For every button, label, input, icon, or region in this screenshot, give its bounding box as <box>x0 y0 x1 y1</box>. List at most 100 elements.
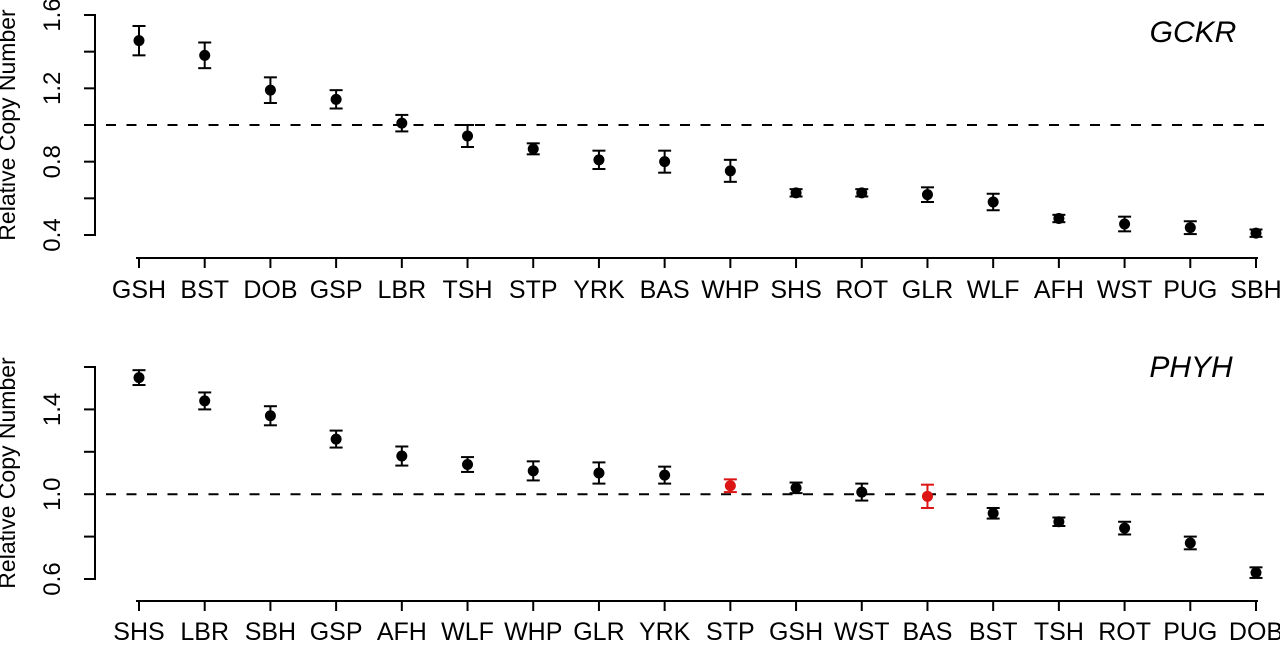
data-point-gsp <box>330 433 342 445</box>
y-tick-label: 0.4 <box>39 218 66 251</box>
data-point-group-rot <box>855 187 869 199</box>
x-tick-label-yrk: YRK <box>639 618 691 646</box>
x-tick-label-tsh: TSH <box>443 276 493 304</box>
x-tick-label-wst: WST <box>834 618 890 646</box>
data-point-stp <box>724 480 736 492</box>
panel-title-phyh: PHYH <box>1149 351 1233 384</box>
data-point-group-lbr <box>198 391 212 411</box>
y-tick-label: 1.2 <box>39 72 66 105</box>
x-tick-label-bst: BST <box>180 276 229 304</box>
x-tick-label-bas: BAS <box>902 618 952 646</box>
y-axis-title: Relative Copy Number <box>0 357 20 589</box>
data-point-group-wlf <box>986 192 1000 212</box>
x-tick-label-gsp: GSP <box>310 618 363 646</box>
x-tick-label-sbh: SBH <box>1230 276 1280 304</box>
data-point-group-sbh <box>1249 227 1263 239</box>
data-point-pug <box>1184 537 1196 549</box>
data-point-group-pug <box>1183 535 1197 551</box>
data-point-glr <box>593 467 605 479</box>
panel-title-gckr: GCKR <box>1150 16 1237 49</box>
data-point-wst <box>1119 218 1131 230</box>
data-point-bas <box>659 156 671 168</box>
data-point-stp <box>527 143 539 155</box>
data-point-group-glr <box>592 461 606 485</box>
y-axis-title: Relative Copy Number <box>0 9 20 241</box>
data-point-afh <box>1053 213 1065 224</box>
data-point-group-afh <box>1052 213 1066 224</box>
data-point-group-dob <box>263 76 277 104</box>
data-point-bst <box>199 49 211 61</box>
x-tick-label-pug: PUG <box>1163 618 1217 646</box>
data-point-group-afh <box>395 445 409 467</box>
data-point-bas <box>921 490 933 502</box>
x-tick-label-wlf: WLF <box>967 276 1020 304</box>
data-point-sbh <box>1250 227 1262 239</box>
data-point-dob <box>1250 567 1262 579</box>
x-tick-label-stp: STP <box>509 276 558 304</box>
data-point-wlf <box>462 459 474 471</box>
data-point-tsh <box>462 130 474 142</box>
data-point-group-tsh <box>1052 516 1066 528</box>
data-point-lbr <box>199 395 211 407</box>
data-point-rot <box>1119 522 1131 534</box>
x-tick-label-gsh: GSH <box>769 618 823 646</box>
data-point-group-bas <box>658 149 672 174</box>
data-point-wlf <box>987 196 999 208</box>
x-tick-label-lbr: LBR <box>180 618 229 646</box>
data-point-group-shs <box>789 187 803 199</box>
data-point-bst <box>987 507 999 519</box>
x-tick-label-lbr: LBR <box>378 276 427 304</box>
data-point-dob <box>264 84 276 96</box>
data-point-glr <box>921 189 933 201</box>
x-tick-label-tsh: TSH <box>1034 618 1084 646</box>
data-point-group-gsp <box>329 89 343 110</box>
data-point-group-stp <box>723 478 737 494</box>
data-point-group-dob <box>1249 566 1263 579</box>
y-tick-label: 1.0 <box>39 478 66 511</box>
data-point-group-gsh <box>132 25 146 57</box>
x-tick-label-afh: AFH <box>377 618 427 646</box>
y-tick-label: 1.6 <box>39 0 66 32</box>
data-point-group-yrk <box>592 149 606 170</box>
data-point-group-wst <box>855 482 869 502</box>
y-tick-label: 1.4 <box>39 393 66 426</box>
data-point-gsh <box>133 35 145 47</box>
x-tick-label-glr: GLR <box>902 276 953 304</box>
x-tick-label-dob: DOB <box>243 276 297 304</box>
data-point-afh <box>396 450 408 462</box>
x-tick-label-bst: BST <box>969 618 1018 646</box>
x-tick-label-sbh: SBH <box>245 618 296 646</box>
data-point-sbh <box>264 410 276 422</box>
data-point-gsh <box>790 482 802 494</box>
y-tick-label: 0.6 <box>39 562 66 595</box>
data-point-group-bst <box>986 506 1000 520</box>
data-point-yrk <box>593 154 605 166</box>
data-point-group-whp <box>723 158 737 183</box>
data-point-group-glr <box>920 186 934 203</box>
x-tick-label-rot: ROT <box>835 276 888 304</box>
data-point-group-wlf <box>461 456 475 473</box>
x-tick-label-stp: STP <box>706 618 755 646</box>
x-tick-label-shs: SHS <box>770 276 821 304</box>
data-point-group-gsh <box>789 481 803 495</box>
x-tick-label-dob: DOB <box>1229 618 1280 646</box>
x-tick-label-rot: ROT <box>1098 618 1151 646</box>
x-tick-label-whp: WHP <box>504 618 562 646</box>
data-point-wst <box>856 486 868 498</box>
x-tick-label-wst: WST <box>1097 276 1153 304</box>
x-tick-label-afh: AFH <box>1034 276 1084 304</box>
data-point-pug <box>1184 222 1196 234</box>
data-point-gsp <box>330 93 342 105</box>
x-tick-label-bas: BAS <box>640 276 690 304</box>
data-point-lbr <box>396 117 408 129</box>
x-tick-label-wlf: WLF <box>441 618 494 646</box>
data-point-whp <box>527 465 539 477</box>
data-point-group-pug <box>1183 220 1197 236</box>
x-tick-label-gsh: GSH <box>112 276 166 304</box>
data-point-tsh <box>1053 516 1065 528</box>
data-point-group-gsp <box>329 429 343 449</box>
x-tick-label-pug: PUG <box>1163 276 1217 304</box>
panel-gckr: 0.4 0.8 1.2 1.6 Relative Copy Number GSH BST DO… <box>0 0 1280 304</box>
